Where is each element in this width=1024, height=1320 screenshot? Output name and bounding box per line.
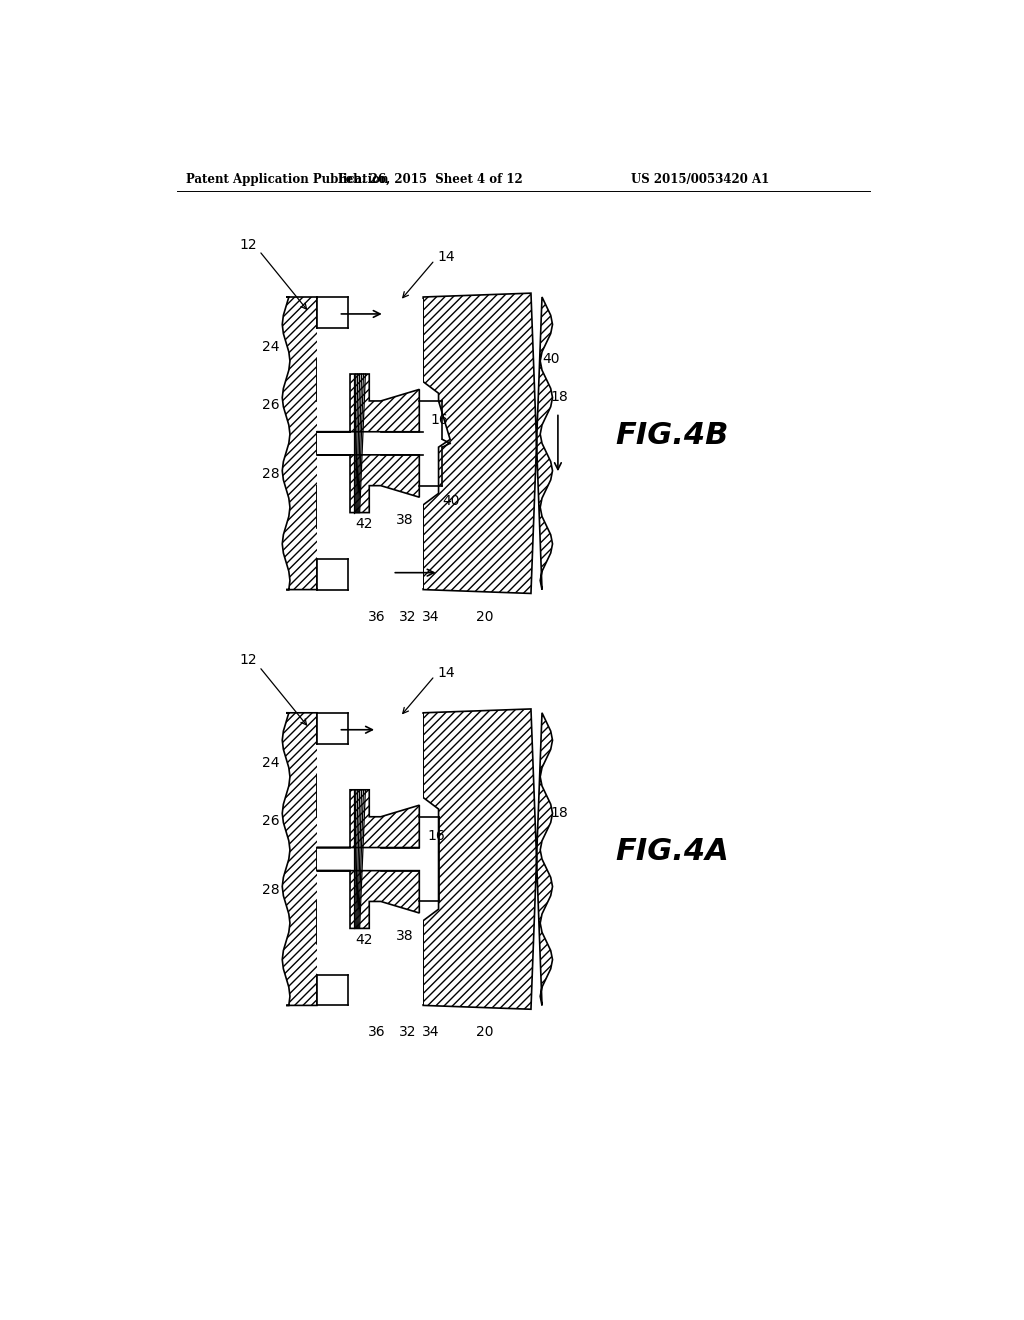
Text: 24: 24	[262, 756, 280, 770]
Polygon shape	[283, 713, 381, 1006]
Text: 38: 38	[396, 513, 414, 527]
Text: 28: 28	[262, 883, 280, 896]
Text: 16: 16	[431, 413, 449, 428]
Polygon shape	[316, 714, 423, 1003]
Polygon shape	[316, 298, 348, 327]
Text: 18: 18	[550, 391, 568, 404]
Text: Patent Application Publication: Patent Application Publication	[186, 173, 388, 186]
Polygon shape	[316, 374, 419, 432]
Text: 40: 40	[543, 351, 560, 366]
Text: 34: 34	[422, 610, 439, 623]
Polygon shape	[316, 974, 348, 1003]
Text: FIG.4B: FIG.4B	[615, 421, 729, 450]
Text: 42: 42	[355, 517, 373, 531]
Text: 20: 20	[476, 610, 494, 623]
Text: 32: 32	[399, 1026, 417, 1039]
Text: 36: 36	[369, 1026, 386, 1039]
Text: 42: 42	[355, 933, 373, 946]
Polygon shape	[316, 714, 348, 743]
Text: 34: 34	[422, 1026, 439, 1039]
Polygon shape	[316, 455, 419, 512]
Text: 40: 40	[442, 494, 460, 508]
Text: FIG.4A: FIG.4A	[615, 837, 729, 866]
Text: 24: 24	[262, 341, 280, 354]
Text: 32: 32	[399, 610, 417, 623]
Text: 12: 12	[240, 653, 257, 668]
Text: 12: 12	[240, 238, 257, 252]
Text: 26: 26	[262, 397, 280, 412]
Text: 14: 14	[437, 665, 455, 680]
Polygon shape	[316, 558, 348, 589]
Text: 20: 20	[476, 1026, 494, 1039]
Text: Feb. 26, 2015  Sheet 4 of 12: Feb. 26, 2015 Sheet 4 of 12	[339, 173, 523, 186]
Text: 26: 26	[262, 813, 280, 828]
Text: 36: 36	[369, 610, 386, 623]
Polygon shape	[423, 709, 553, 1010]
Polygon shape	[316, 298, 423, 589]
Polygon shape	[316, 789, 419, 847]
Polygon shape	[283, 297, 381, 590]
Text: 28: 28	[262, 467, 280, 480]
Polygon shape	[316, 871, 419, 928]
Text: 14: 14	[437, 249, 455, 264]
Text: US 2015/0053420 A1: US 2015/0053420 A1	[631, 173, 769, 186]
Polygon shape	[423, 293, 553, 594]
Text: 38: 38	[396, 929, 414, 942]
Text: 16: 16	[427, 829, 444, 843]
Text: 18: 18	[550, 807, 568, 820]
